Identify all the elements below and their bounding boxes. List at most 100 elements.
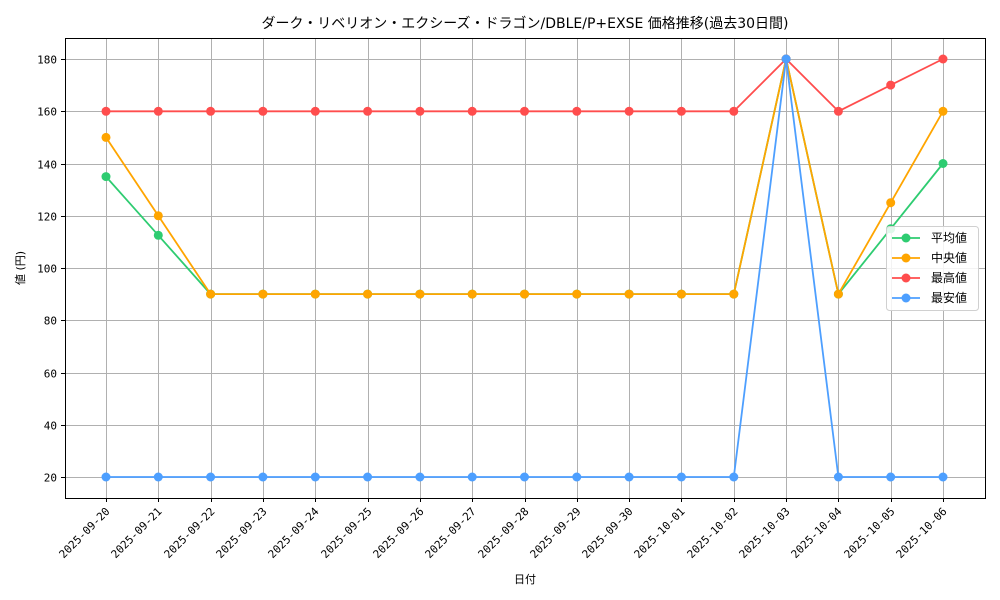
- series-3: [101, 54, 948, 482]
- series-2: [101, 54, 948, 116]
- data-point: [415, 106, 425, 116]
- data-point: [101, 132, 111, 142]
- data-point: [310, 106, 320, 116]
- data-point: [206, 289, 216, 299]
- data-point: [624, 289, 634, 299]
- legend-marker-icon: [901, 233, 911, 243]
- x-tick-label: 2025-09-24: [266, 505, 322, 561]
- data-point: [310, 289, 320, 299]
- data-point: [729, 289, 739, 299]
- data-point: [624, 472, 634, 482]
- legend-label: 最高値: [931, 270, 967, 285]
- y-axis: 20 40 60 80 100 120 140 160 180: [37, 54, 65, 485]
- data-point: [206, 106, 216, 116]
- data-point: [467, 289, 477, 299]
- data-point: [153, 472, 163, 482]
- legend-label: 平均値: [931, 230, 967, 245]
- x-tick-label: 2025-10-02: [685, 505, 741, 561]
- data-point: [415, 289, 425, 299]
- x-tick-label: 2025-09-28: [476, 505, 532, 561]
- series-line: [105, 58, 944, 296]
- x-tick-label: 2025-09-25: [319, 505, 375, 561]
- x-tick-label: 2025-09-20: [57, 505, 113, 561]
- data-point: [886, 472, 896, 482]
- legend-label: 最安値: [931, 290, 967, 305]
- y-axis-label: 値 (円): [14, 251, 27, 285]
- legend-item: 最安値: [892, 290, 967, 305]
- data-point: [572, 106, 582, 116]
- x-tick-label: 2025-09-27: [423, 505, 479, 561]
- data-point: [886, 198, 896, 208]
- legend-box: [886, 226, 979, 311]
- y-tick-label: 20: [44, 472, 57, 485]
- y-tick-label: 100: [37, 263, 57, 276]
- data-point: [781, 54, 791, 64]
- data-point: [101, 106, 111, 116]
- data-point: [101, 472, 111, 482]
- x-tick-label: 2025-09-30: [580, 505, 636, 561]
- data-point: [938, 106, 948, 116]
- data-point: [624, 106, 634, 116]
- y-tick-label: 60: [44, 368, 57, 381]
- data-point: [520, 106, 529, 116]
- data-point: [833, 289, 843, 299]
- series-0: [101, 54, 948, 299]
- data-point: [363, 289, 373, 299]
- y-tick-label: 160: [37, 106, 57, 119]
- data-point: [258, 289, 268, 299]
- data-point: [363, 472, 373, 482]
- data-point: [415, 472, 425, 482]
- data-point: [833, 472, 843, 482]
- legend-label: 中央値: [931, 250, 967, 265]
- data-point: [363, 106, 373, 116]
- data-point: [153, 211, 163, 221]
- legend-item: 最高値: [892, 270, 967, 285]
- series-line: [105, 58, 944, 296]
- data-point: [520, 289, 529, 299]
- data-point: [153, 230, 163, 240]
- data-point: [206, 472, 216, 482]
- y-tick-label: 40: [44, 420, 57, 433]
- legend-marker-icon: [901, 293, 911, 303]
- legend-marker-icon: [901, 253, 911, 263]
- y-tick-label: 80: [44, 315, 57, 328]
- legend-item: 平均値: [892, 230, 967, 245]
- x-tick-label: 2025-09-22: [162, 505, 218, 561]
- data-point: [101, 172, 111, 182]
- x-tick-label: 2025-10-05: [842, 505, 898, 561]
- data-point: [676, 289, 686, 299]
- data-point: [153, 106, 163, 116]
- data-point: [572, 472, 582, 482]
- y-tick-label: 140: [37, 159, 57, 172]
- x-tick-label: 2025-10-03: [737, 505, 793, 561]
- data-point: [729, 106, 739, 116]
- data-point: [258, 472, 268, 482]
- data-point: [520, 472, 529, 482]
- x-tick-label: 2025-10-04: [789, 505, 845, 561]
- data-point: [467, 106, 477, 116]
- series-1: [101, 54, 948, 299]
- data-point: [467, 472, 477, 482]
- data-point: [258, 106, 268, 116]
- x-tick-label: 2025-10-01: [632, 505, 688, 561]
- data-point: [938, 54, 948, 64]
- series-line: [106, 58, 944, 113]
- x-tick-label: 2025-09-29: [528, 505, 584, 561]
- legend-item: 中央値: [892, 250, 967, 265]
- x-axis: 2025-09-202025-09-212025-09-222025-09-23…: [57, 498, 950, 561]
- legend-marker-icon: [901, 273, 911, 283]
- data-point: [572, 289, 582, 299]
- x-tick-label: 2025-09-23: [214, 505, 270, 561]
- series-lines: [101, 54, 948, 482]
- y-tick-label: 180: [37, 54, 57, 67]
- data-point: [938, 159, 948, 168]
- x-tick-label: 2025-09-21: [109, 505, 165, 561]
- data-point: [886, 80, 896, 90]
- chart-title: ダーク・リベリオン・エクシーズ・ドラゴン/DBLE/P+EXSE 価格推移(過去…: [261, 15, 788, 32]
- y-tick-label: 120: [37, 211, 57, 224]
- data-point: [833, 106, 843, 116]
- data-point: [676, 106, 686, 116]
- data-point: [938, 472, 948, 482]
